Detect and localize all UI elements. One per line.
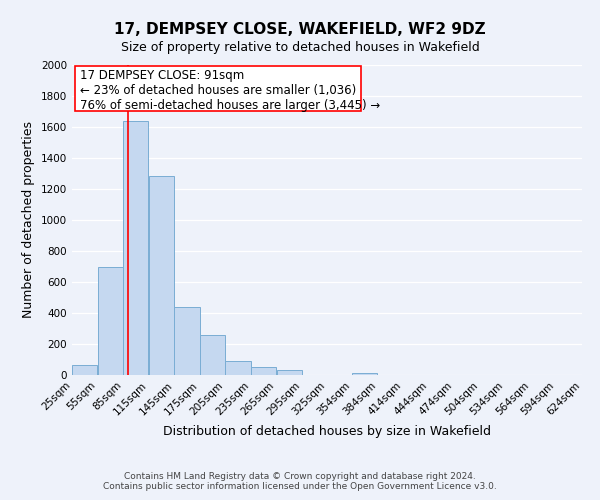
- Text: 17 DEMPSEY CLOSE: 91sqm
← 23% of detached houses are smaller (1,036)
76% of semi: 17 DEMPSEY CLOSE: 91sqm ← 23% of detache…: [80, 69, 380, 112]
- Bar: [175, 307, 199, 375]
- Text: Contains public sector information licensed under the Open Government Licence v3: Contains public sector information licen…: [103, 482, 497, 491]
- Text: 17, DEMPSEY CLOSE, WAKEFIELD, WF2 9DZ: 17, DEMPSEY CLOSE, WAKEFIELD, WF2 9DZ: [114, 22, 486, 38]
- FancyBboxPatch shape: [74, 66, 361, 110]
- Bar: [352, 372, 377, 375]
- Bar: [149, 176, 174, 375]
- X-axis label: Distribution of detached houses by size in Wakefield: Distribution of detached houses by size …: [163, 425, 491, 438]
- Bar: [123, 121, 148, 375]
- Y-axis label: Number of detached properties: Number of detached properties: [22, 122, 35, 318]
- Bar: [72, 365, 97, 375]
- Bar: [200, 336, 225, 375]
- Text: Contains HM Land Registry data © Crown copyright and database right 2024.: Contains HM Land Registry data © Crown c…: [124, 472, 476, 481]
- Bar: [251, 367, 276, 375]
- Bar: [277, 370, 302, 375]
- Bar: [98, 268, 123, 375]
- Bar: [226, 361, 251, 375]
- Text: Size of property relative to detached houses in Wakefield: Size of property relative to detached ho…: [121, 41, 479, 54]
